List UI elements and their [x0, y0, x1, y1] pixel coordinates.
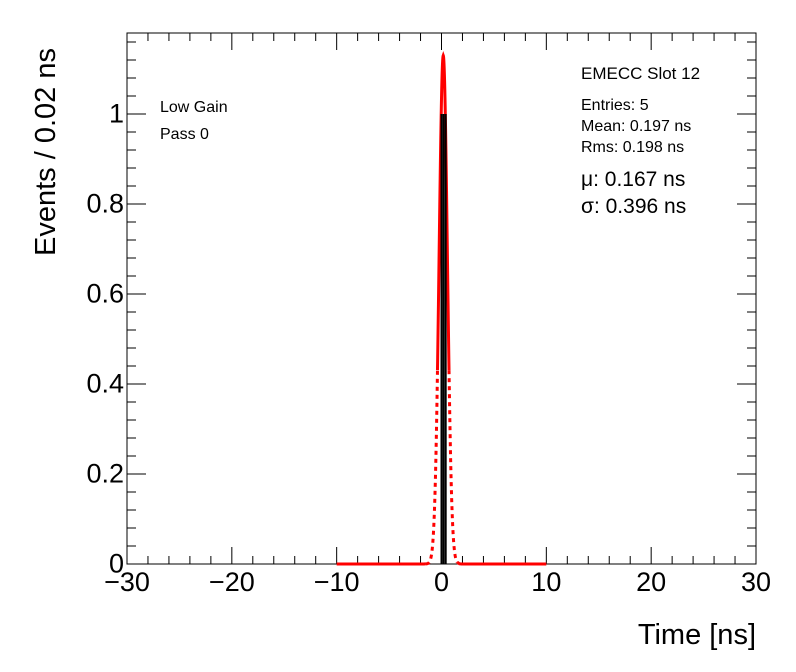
- y-axis-title: Events / 0.02 ns: [30, 48, 62, 256]
- fit-curve-peak: [435, 50, 451, 371]
- stat-rms: Rms: 0.198 ns: [581, 139, 685, 156]
- fit-curve-group: [336, 50, 547, 566]
- x-tick-label: 20: [636, 567, 667, 597]
- y-tick-label: 0.4: [86, 368, 124, 399]
- x-tick-label: 0: [433, 567, 450, 597]
- x-tick-label: −20: [208, 567, 255, 597]
- y-tick-label: 1: [108, 98, 124, 129]
- histogram-bars: [440, 114, 447, 564]
- stat-sigma: σ: 0.396 ns: [581, 195, 687, 218]
- fit-curve-fall: [447, 370, 459, 564]
- stat-mu: μ: 0.167 ns: [581, 168, 686, 191]
- stat-mean: Mean: 0.197 ns: [581, 118, 692, 135]
- y-tick-label: 0.2: [86, 458, 124, 489]
- x-tick-label: −30: [104, 567, 150, 597]
- y-tick-label: 0.8: [86, 188, 124, 219]
- gain-label: Low Gain: [160, 99, 228, 116]
- x-axis-title: Time [ns]: [637, 619, 756, 651]
- fit-curve-rise: [425, 370, 439, 566]
- x-tick-label: −10: [313, 567, 360, 597]
- y-tick-label: 0: [108, 548, 124, 579]
- chart-title: EMECC Slot 12: [581, 64, 701, 83]
- axis-ticks: [126, 33, 757, 565]
- x-tick-label: 10: [531, 567, 562, 597]
- pass-label: Pass 0: [160, 126, 209, 143]
- stat-entries: Entries: 5: [581, 97, 649, 114]
- fit-curve-right: [456, 560, 547, 566]
- y-tick-label: 0.6: [86, 278, 124, 309]
- x-tick-label: 30: [740, 567, 772, 597]
